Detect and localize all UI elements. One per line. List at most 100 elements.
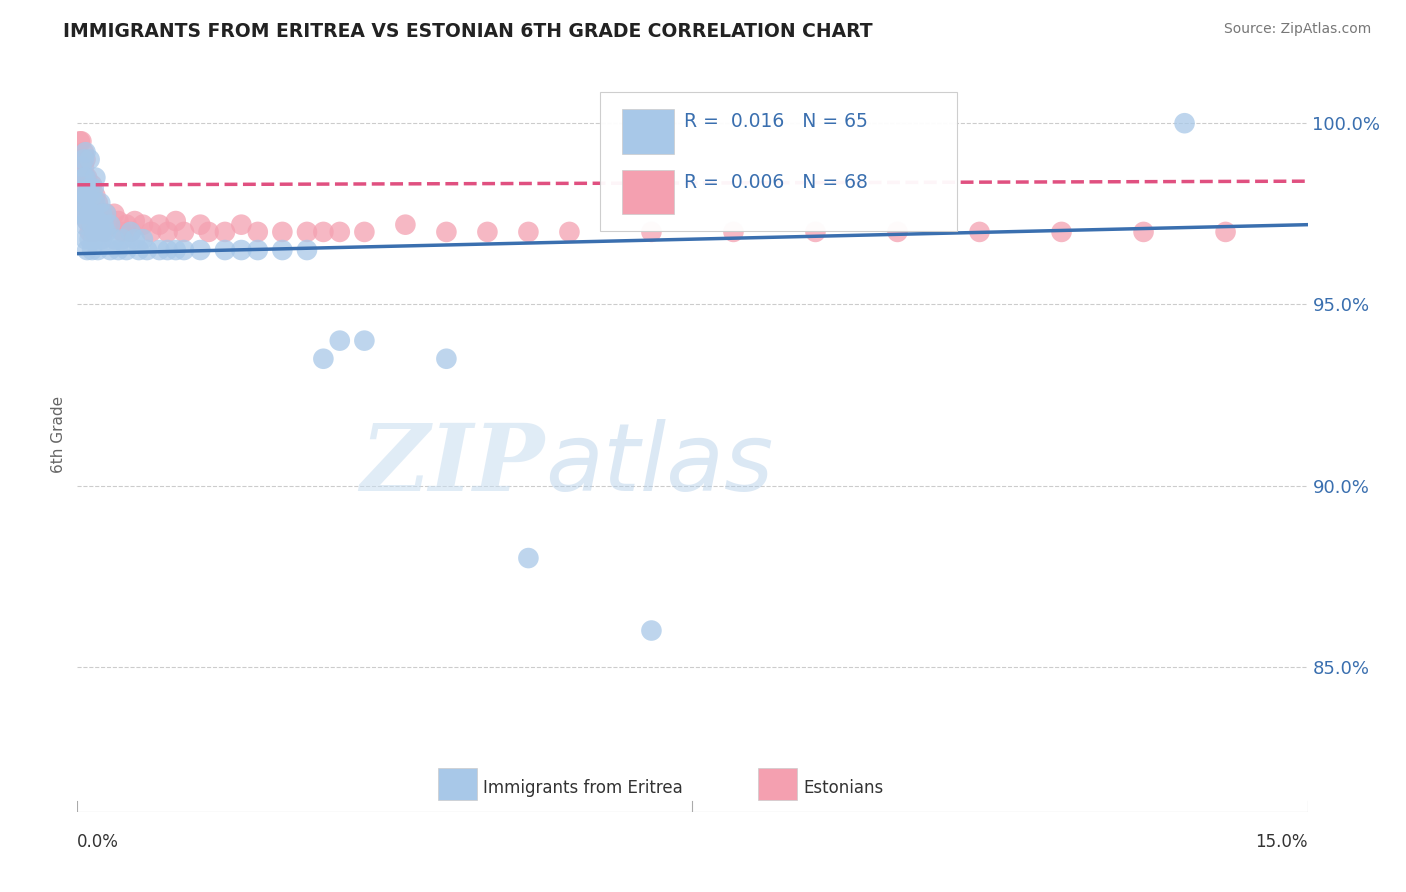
Point: [73, 196, 96, 211]
Point: [231, 243, 253, 257]
Point: [329, 334, 352, 348]
Point: [477, 225, 499, 239]
Point: [312, 225, 335, 239]
Point: [70, 207, 93, 221]
Point: [89, 196, 111, 211]
Point: [723, 225, 745, 239]
Point: [120, 225, 142, 239]
Point: [120, 225, 142, 239]
Point: [128, 243, 150, 257]
Point: [90, 207, 114, 221]
Point: [111, 232, 134, 246]
Point: [75, 170, 97, 185]
Point: [517, 225, 540, 239]
Point: [75, 232, 97, 246]
Point: [804, 225, 827, 239]
Point: [246, 225, 269, 239]
Point: [1050, 225, 1073, 239]
Point: [87, 214, 110, 228]
Point: [188, 218, 212, 232]
Point: [83, 225, 105, 239]
Point: [87, 243, 110, 257]
Point: [75, 170, 97, 185]
Point: [83, 232, 105, 246]
Point: [82, 178, 104, 192]
Point: [98, 218, 121, 232]
Text: 15.0%: 15.0%: [1256, 833, 1308, 852]
Point: [75, 207, 97, 221]
Point: [141, 225, 163, 239]
Point: [79, 153, 101, 167]
Point: [329, 225, 352, 239]
Point: [84, 170, 107, 185]
Point: [124, 232, 146, 246]
Point: [98, 218, 121, 232]
FancyBboxPatch shape: [600, 92, 957, 231]
Point: [436, 225, 458, 239]
Point: [90, 232, 114, 246]
Point: [156, 243, 179, 257]
Point: [165, 214, 187, 228]
Text: IMMIGRANTS FROM ERITREA VS ESTONIAN 6TH GRADE CORRELATION CHART: IMMIGRANTS FROM ERITREA VS ESTONIAN 6TH …: [63, 22, 873, 41]
Point: [353, 334, 375, 348]
Point: [353, 225, 375, 239]
Point: [640, 624, 662, 638]
Point: [79, 181, 101, 195]
Point: [75, 153, 97, 167]
Point: [69, 153, 91, 167]
Point: [82, 218, 104, 232]
Point: [148, 218, 170, 232]
Point: [93, 218, 115, 232]
Point: [93, 225, 115, 239]
Point: [87, 218, 110, 232]
Point: [214, 225, 236, 239]
Point: [132, 218, 155, 232]
Point: [73, 153, 96, 167]
Point: [111, 225, 134, 239]
Point: [886, 225, 908, 239]
Text: atlas: atlas: [546, 419, 773, 510]
Point: [295, 243, 318, 257]
Point: [436, 351, 458, 366]
Point: [197, 225, 219, 239]
Point: [90, 214, 114, 228]
Point: [103, 207, 125, 221]
Point: [132, 232, 155, 246]
Point: [94, 225, 117, 239]
Point: [969, 225, 991, 239]
Point: [75, 145, 97, 160]
Point: [94, 207, 117, 221]
Point: [73, 181, 96, 195]
Text: R =  0.016   N = 65: R = 0.016 N = 65: [683, 112, 868, 131]
Point: [75, 188, 97, 202]
Point: [94, 207, 117, 221]
Point: [79, 232, 101, 246]
Text: Source: ZipAtlas.com: Source: ZipAtlas.com: [1223, 22, 1371, 37]
Point: [89, 207, 111, 221]
Point: [231, 218, 253, 232]
Point: [69, 134, 91, 148]
Point: [84, 214, 107, 228]
Point: [73, 218, 96, 232]
Point: [75, 207, 97, 221]
FancyBboxPatch shape: [437, 768, 477, 799]
Point: [124, 214, 146, 228]
Point: [103, 232, 125, 246]
Point: [70, 134, 93, 148]
Point: [70, 153, 93, 167]
Point: [107, 243, 129, 257]
Point: [148, 243, 170, 257]
Point: [107, 214, 129, 228]
Point: [295, 225, 318, 239]
Point: [82, 188, 104, 202]
Point: [76, 196, 98, 211]
Point: [115, 218, 138, 232]
Point: [70, 170, 93, 185]
Point: [312, 351, 335, 366]
Text: R =  0.006   N = 68: R = 0.006 N = 68: [683, 172, 868, 192]
Point: [98, 243, 121, 257]
Point: [89, 225, 111, 239]
Point: [76, 188, 98, 202]
Point: [83, 181, 105, 195]
Point: [83, 196, 105, 211]
